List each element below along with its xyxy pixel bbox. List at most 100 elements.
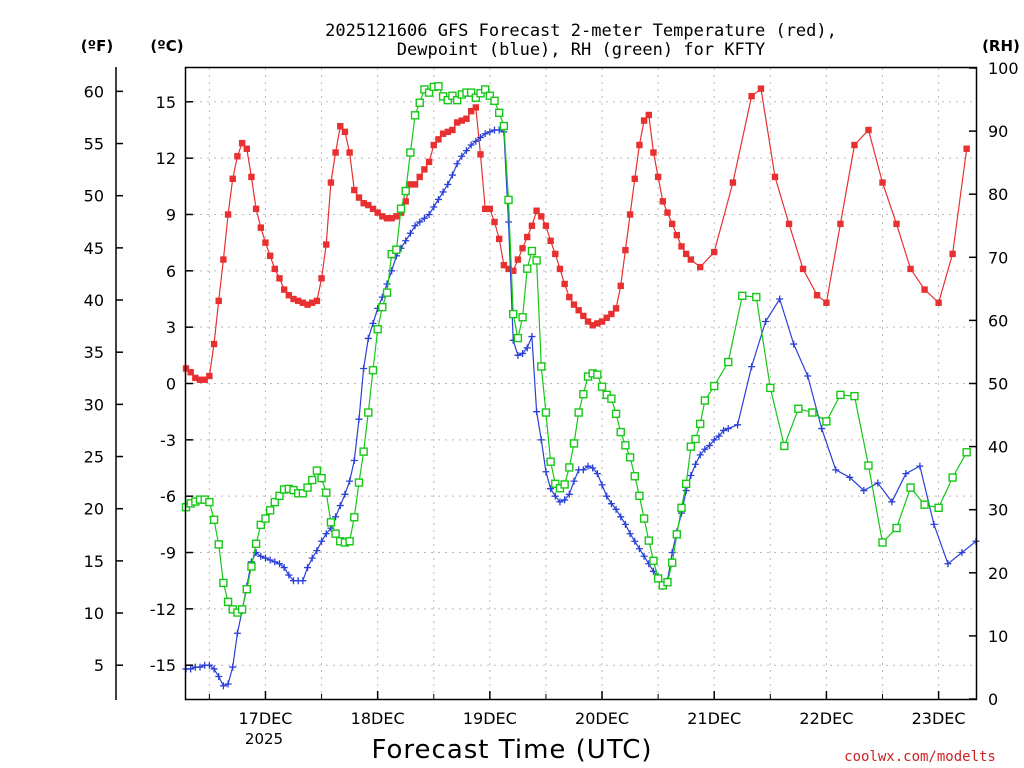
rh-point bbox=[681, 479, 691, 489]
dewpoint-point bbox=[425, 210, 433, 218]
celsius-tick-label: -9 bbox=[160, 544, 176, 563]
temperature-point bbox=[243, 145, 250, 152]
temperature-point bbox=[963, 145, 970, 152]
dewpoint-point bbox=[551, 492, 559, 500]
rh-point bbox=[424, 88, 434, 97]
dewpoint-point bbox=[224, 680, 232, 688]
temperature-point bbox=[481, 205, 489, 213]
temperature-point bbox=[252, 205, 260, 213]
dewpoint-point bbox=[369, 319, 377, 327]
rh-point bbox=[205, 497, 214, 507]
temperature-point bbox=[402, 198, 409, 205]
dewpoint-point bbox=[748, 363, 756, 371]
dewpoint-point bbox=[584, 462, 592, 470]
rh-point bbox=[378, 302, 387, 312]
rh-point bbox=[560, 480, 569, 489]
temperature-point bbox=[299, 299, 307, 306]
temperature-series bbox=[182, 85, 970, 383]
celsius-tick-label: 12 bbox=[156, 149, 176, 168]
x-tick-label: 23DEC bbox=[912, 709, 966, 728]
rh-point bbox=[948, 473, 957, 482]
temperature-point bbox=[687, 256, 695, 263]
temperature-point bbox=[444, 128, 451, 136]
temperature-point bbox=[407, 181, 414, 188]
rh-point bbox=[616, 427, 625, 437]
temperature-point bbox=[341, 128, 349, 136]
temperature-point bbox=[612, 305, 620, 312]
dewpoint-point bbox=[505, 218, 513, 226]
temperature-point bbox=[453, 119, 461, 126]
dewpoint-point bbox=[874, 479, 882, 487]
fahrenheit-tick-label: 15 bbox=[84, 552, 104, 571]
fahrenheit-tick-label: 35 bbox=[84, 343, 104, 362]
dewpoint-point bbox=[308, 554, 316, 562]
temperature-point bbox=[369, 205, 377, 213]
dewpoint-point bbox=[453, 160, 461, 168]
temperature-point bbox=[346, 149, 353, 156]
dewpoint-point bbox=[481, 130, 489, 138]
dewpoint-point bbox=[233, 629, 241, 637]
dewpoint-point bbox=[902, 470, 910, 478]
dewpoint-point bbox=[304, 564, 312, 572]
temperature-point bbox=[351, 186, 358, 194]
temperature-point bbox=[697, 263, 704, 271]
temperature-point bbox=[318, 275, 325, 282]
temperature-point bbox=[510, 267, 517, 275]
rh-point bbox=[611, 409, 621, 418]
temperature-point bbox=[285, 292, 293, 299]
dewpoint-point bbox=[514, 351, 522, 359]
rh-point bbox=[345, 537, 354, 546]
temperature-point bbox=[262, 239, 269, 246]
rh-point bbox=[350, 513, 359, 522]
rh-point bbox=[368, 366, 378, 375]
rh-point bbox=[667, 558, 677, 567]
rh-point bbox=[934, 503, 943, 513]
rh-point bbox=[364, 408, 373, 417]
rh-point bbox=[686, 442, 696, 451]
temperature-point bbox=[673, 231, 681, 239]
dewpoint-point bbox=[285, 571, 293, 579]
rh-point bbox=[710, 381, 719, 391]
rh-axis-title: (RH) bbox=[982, 37, 1020, 55]
temperature-point bbox=[206, 372, 213, 380]
temperature-point bbox=[290, 295, 297, 303]
rh-tick-label: 70 bbox=[988, 248, 1008, 267]
rh-point bbox=[509, 309, 518, 319]
dewpoint-point bbox=[411, 222, 419, 230]
rh-point bbox=[251, 539, 261, 548]
dewpoint-point bbox=[472, 137, 480, 145]
temperature-point bbox=[542, 222, 550, 229]
dewpoint-point bbox=[724, 425, 732, 433]
temperature-point bbox=[566, 293, 573, 301]
fahrenheit-axis-title: (ºF) bbox=[81, 37, 113, 55]
rh-point bbox=[434, 82, 443, 91]
rh-point bbox=[382, 288, 392, 297]
dewpoint-point bbox=[299, 577, 307, 585]
rh-point bbox=[551, 479, 560, 489]
rh-point bbox=[392, 245, 401, 254]
rh-point bbox=[494, 108, 504, 118]
temperature-point bbox=[248, 173, 255, 181]
dewpoint-point bbox=[444, 180, 452, 188]
temperature-point bbox=[785, 220, 793, 228]
temperature-point bbox=[528, 222, 536, 229]
rh-point bbox=[322, 488, 331, 497]
temperature-point bbox=[538, 213, 545, 220]
temperature-point bbox=[486, 205, 494, 213]
rh-point bbox=[237, 605, 247, 614]
rh-point bbox=[593, 370, 602, 379]
temperature-point bbox=[294, 297, 302, 305]
temperature-point bbox=[332, 149, 339, 156]
rh-point bbox=[724, 357, 733, 367]
temperature-point bbox=[467, 107, 475, 115]
dewpoint-point bbox=[275, 560, 283, 568]
rh-point bbox=[677, 503, 686, 513]
temperature-point bbox=[276, 275, 283, 282]
temperature-point bbox=[210, 340, 218, 348]
rh-point bbox=[663, 578, 672, 587]
temperature-point bbox=[304, 301, 311, 308]
celsius-tick-label: 0 bbox=[166, 375, 176, 394]
rh-point bbox=[579, 390, 588, 399]
x-axis-title: Forecast Time (UTC) bbox=[371, 735, 652, 765]
temperature-point bbox=[748, 92, 755, 100]
